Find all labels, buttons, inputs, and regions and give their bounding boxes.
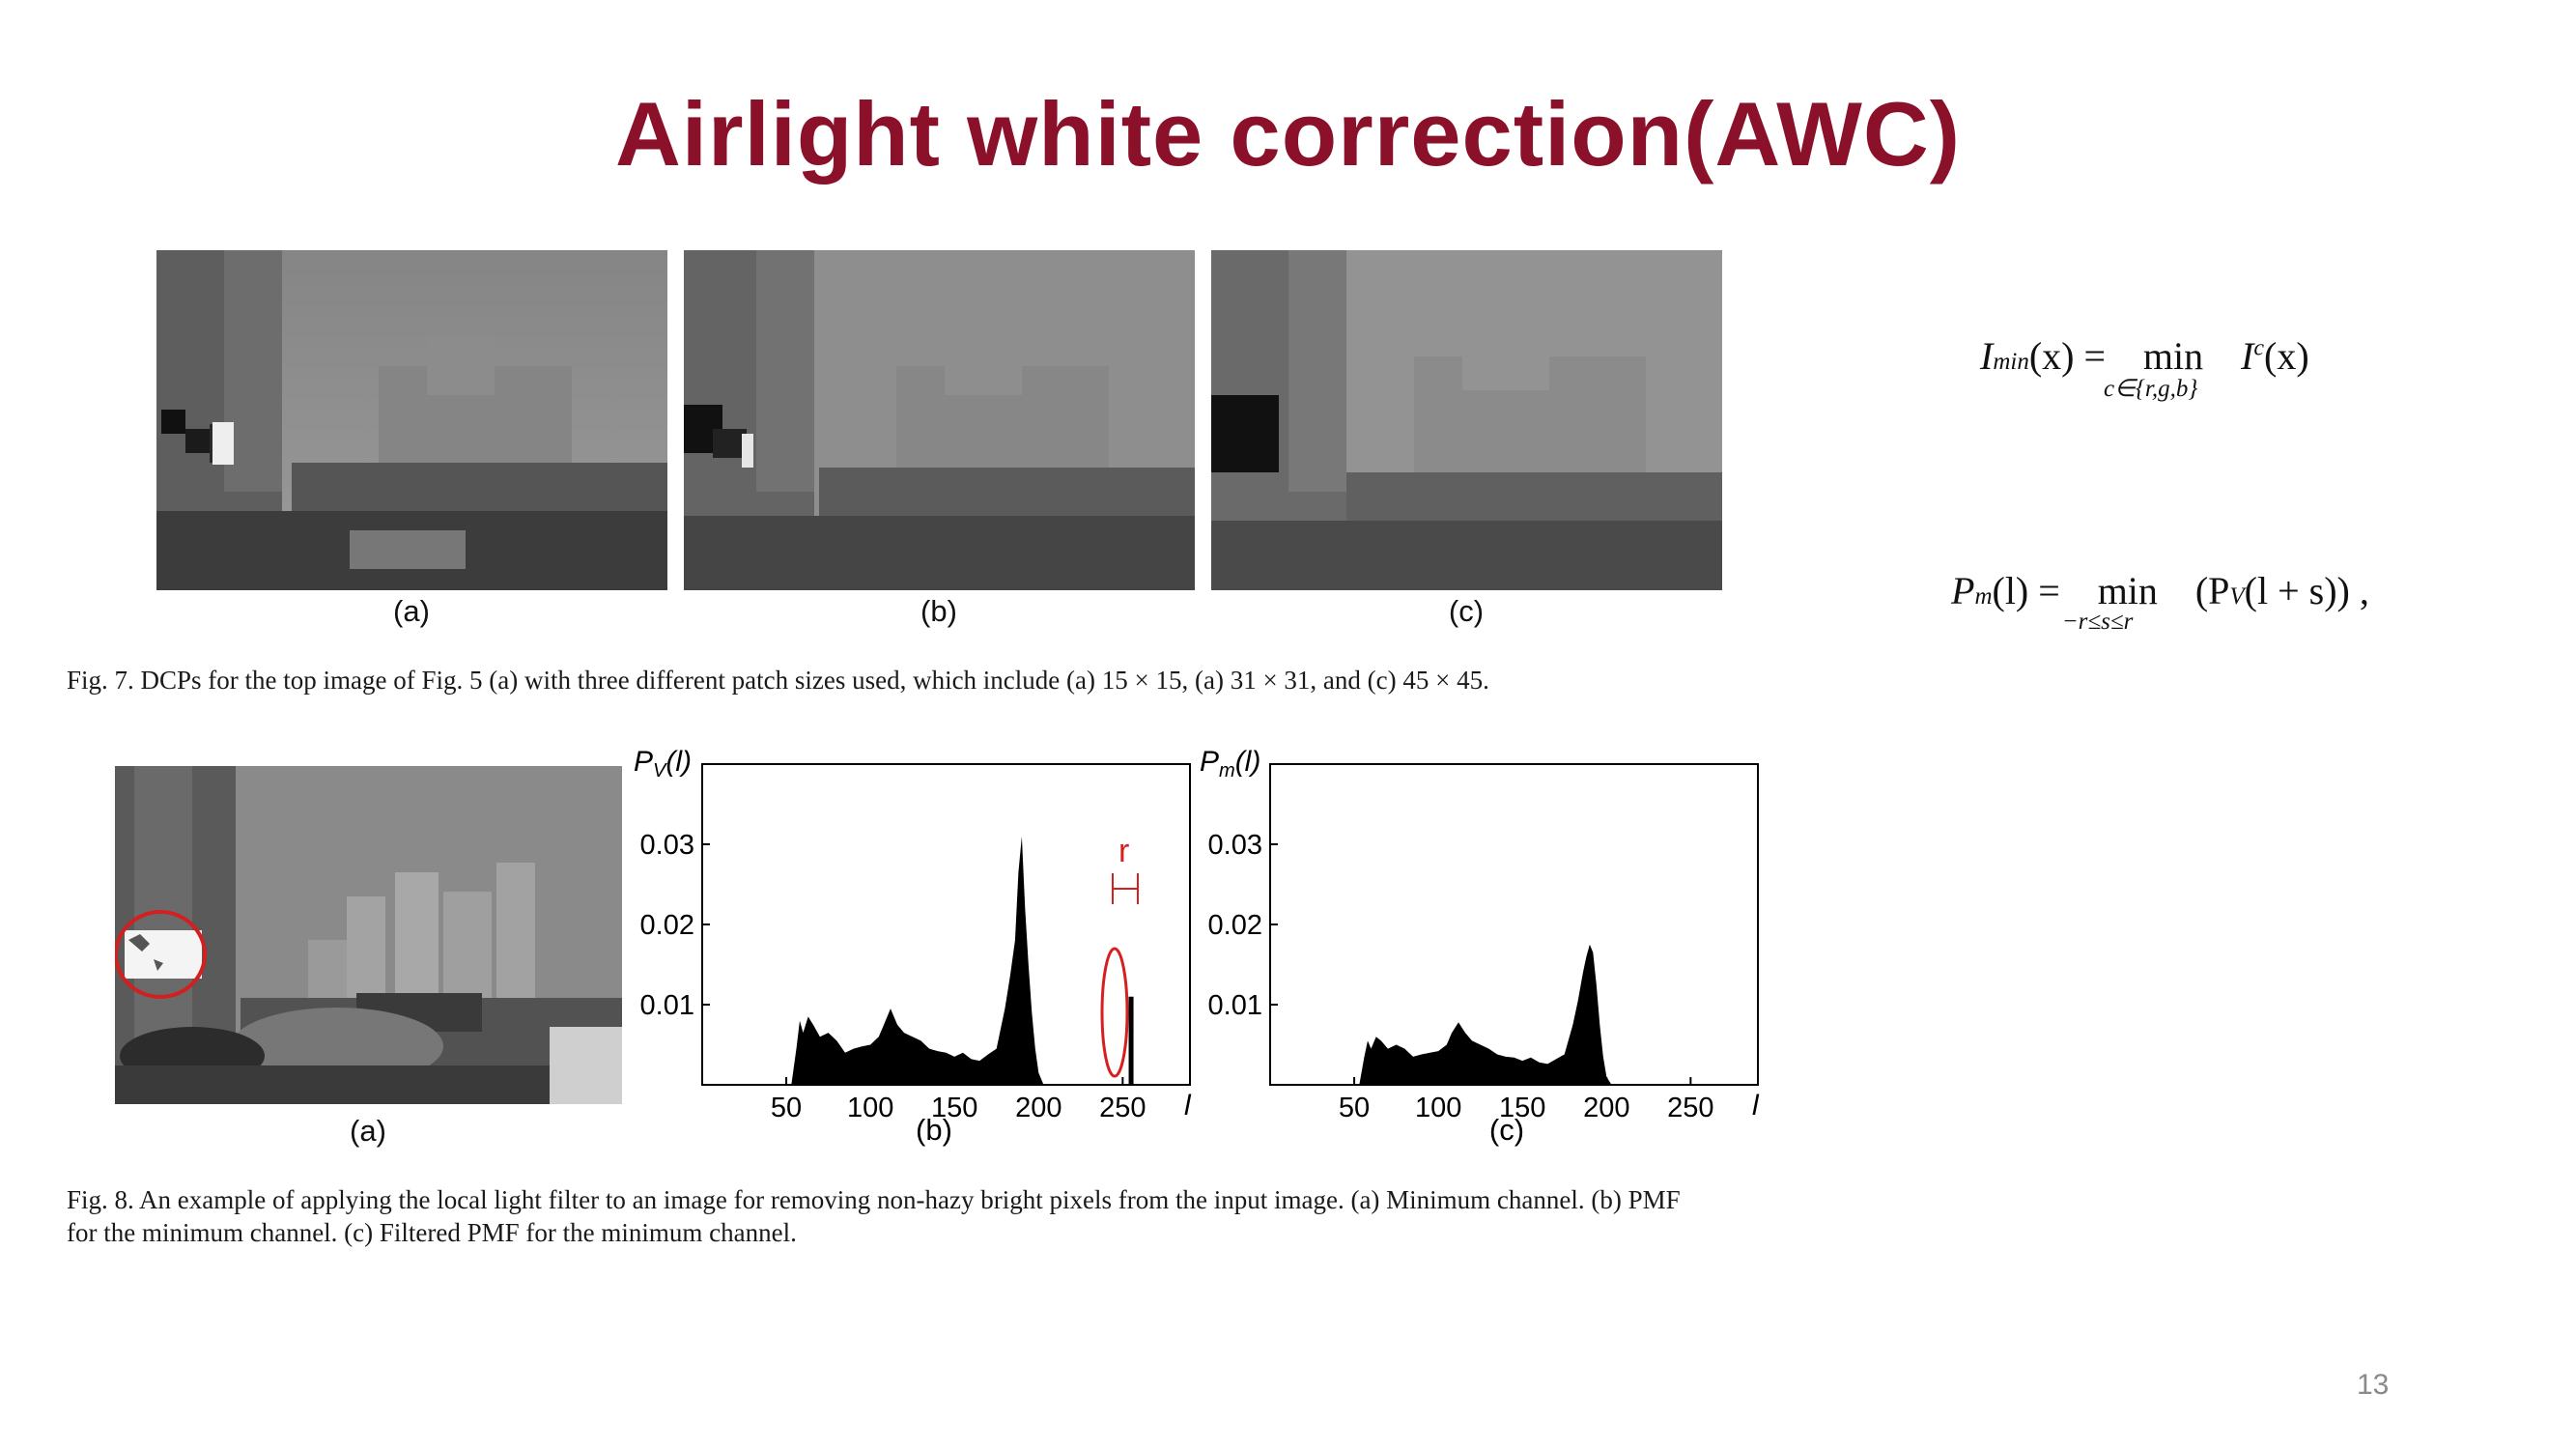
fig8-caption-line-1: Fig. 8. An example of applying the local… — [67, 1185, 1681, 1214]
x-tick-label: 200 — [1015, 1093, 1062, 1123]
y-axis-label: PV(l) — [634, 746, 692, 781]
x-tick-label: 250 — [1099, 1093, 1146, 1123]
chart-b-label: (b) — [916, 1113, 952, 1147]
dcp-image-c — [1211, 250, 1722, 590]
fig7-caption: Fig. 7. DCPs for the top image of Fig. 5… — [67, 666, 1489, 695]
x-axis-label: l — [1752, 1090, 1760, 1122]
y-tick-label: 0.03 — [1208, 830, 1262, 861]
x-tick-label: 150 — [931, 1093, 977, 1123]
page-number: 13 — [2357, 1369, 2390, 1401]
fig7-label-c: (c) — [1448, 594, 1485, 628]
plot-frame — [1269, 763, 1759, 1086]
slide-title: Airlight white correction(AWC) — [615, 83, 1961, 185]
y-axis-label: Pm(l) — [1200, 746, 1260, 781]
plot-frame — [701, 763, 1191, 1086]
annotation-r-bracket — [1112, 873, 1139, 904]
x-tick-label: 50 — [1339, 1093, 1370, 1123]
spike-highlight-ellipse — [1100, 947, 1129, 1078]
dcp-image-a — [156, 250, 667, 590]
y-tick-label: 0.02 — [640, 910, 694, 941]
x-axis-label: l — [1184, 1090, 1192, 1122]
y-tick-label: 0.01 — [1208, 990, 1262, 1021]
y-tick-label: 0.02 — [1208, 910, 1262, 941]
fig8-label-a: (a) — [350, 1114, 386, 1148]
fig7-label-a: (a) — [393, 594, 430, 628]
x-tick-label: 250 — [1667, 1093, 1713, 1123]
fig8-caption: Fig. 8. An example of applying the local… — [67, 1183, 1863, 1249]
x-tick-label: 200 — [1583, 1093, 1629, 1123]
pmf-chart-b: PV(l) l 50 100 150 200 250 0.01 0.02 0.03 r — [634, 746, 1192, 1123]
pmf-charts: PV(l) l 50 100 150 200 250 0.01 0.02 0.03 r (b)… — [634, 746, 1760, 1147]
y-tick-label: 0.03 — [640, 830, 694, 861]
y-tick-label: 0.01 — [640, 990, 694, 1021]
minimum-channel-image — [115, 766, 622, 1104]
dcp-image-b — [684, 250, 1195, 590]
annotation-r-label: r — [1118, 833, 1129, 869]
fig8-caption-line-2: for the minimum channel. (c) Filtered PM… — [67, 1218, 797, 1247]
x-tick-label: 100 — [1415, 1093, 1461, 1123]
pmf-chart-c: Pm(l) l 50 100 150 200 250 0.01 0.02 0.03 — [1200, 746, 1760, 1123]
x-tick-label: 100 — [847, 1093, 893, 1123]
fig7-label-b: (b) — [920, 594, 957, 628]
chart-c-label: (c) — [1489, 1113, 1524, 1147]
equation-pm: Pm(l) = min −r≤s≤r (PV(l + s)) , — [1951, 569, 2369, 635]
x-tick-label: 150 — [1499, 1093, 1545, 1123]
equation-imin: Imin(x) = min c∈{r,g,b} Ic(x) — [1980, 334, 2309, 402]
pmf-area — [791, 836, 1044, 1085]
pmf-area — [1359, 944, 1612, 1085]
x-tick-label: 50 — [771, 1093, 802, 1123]
